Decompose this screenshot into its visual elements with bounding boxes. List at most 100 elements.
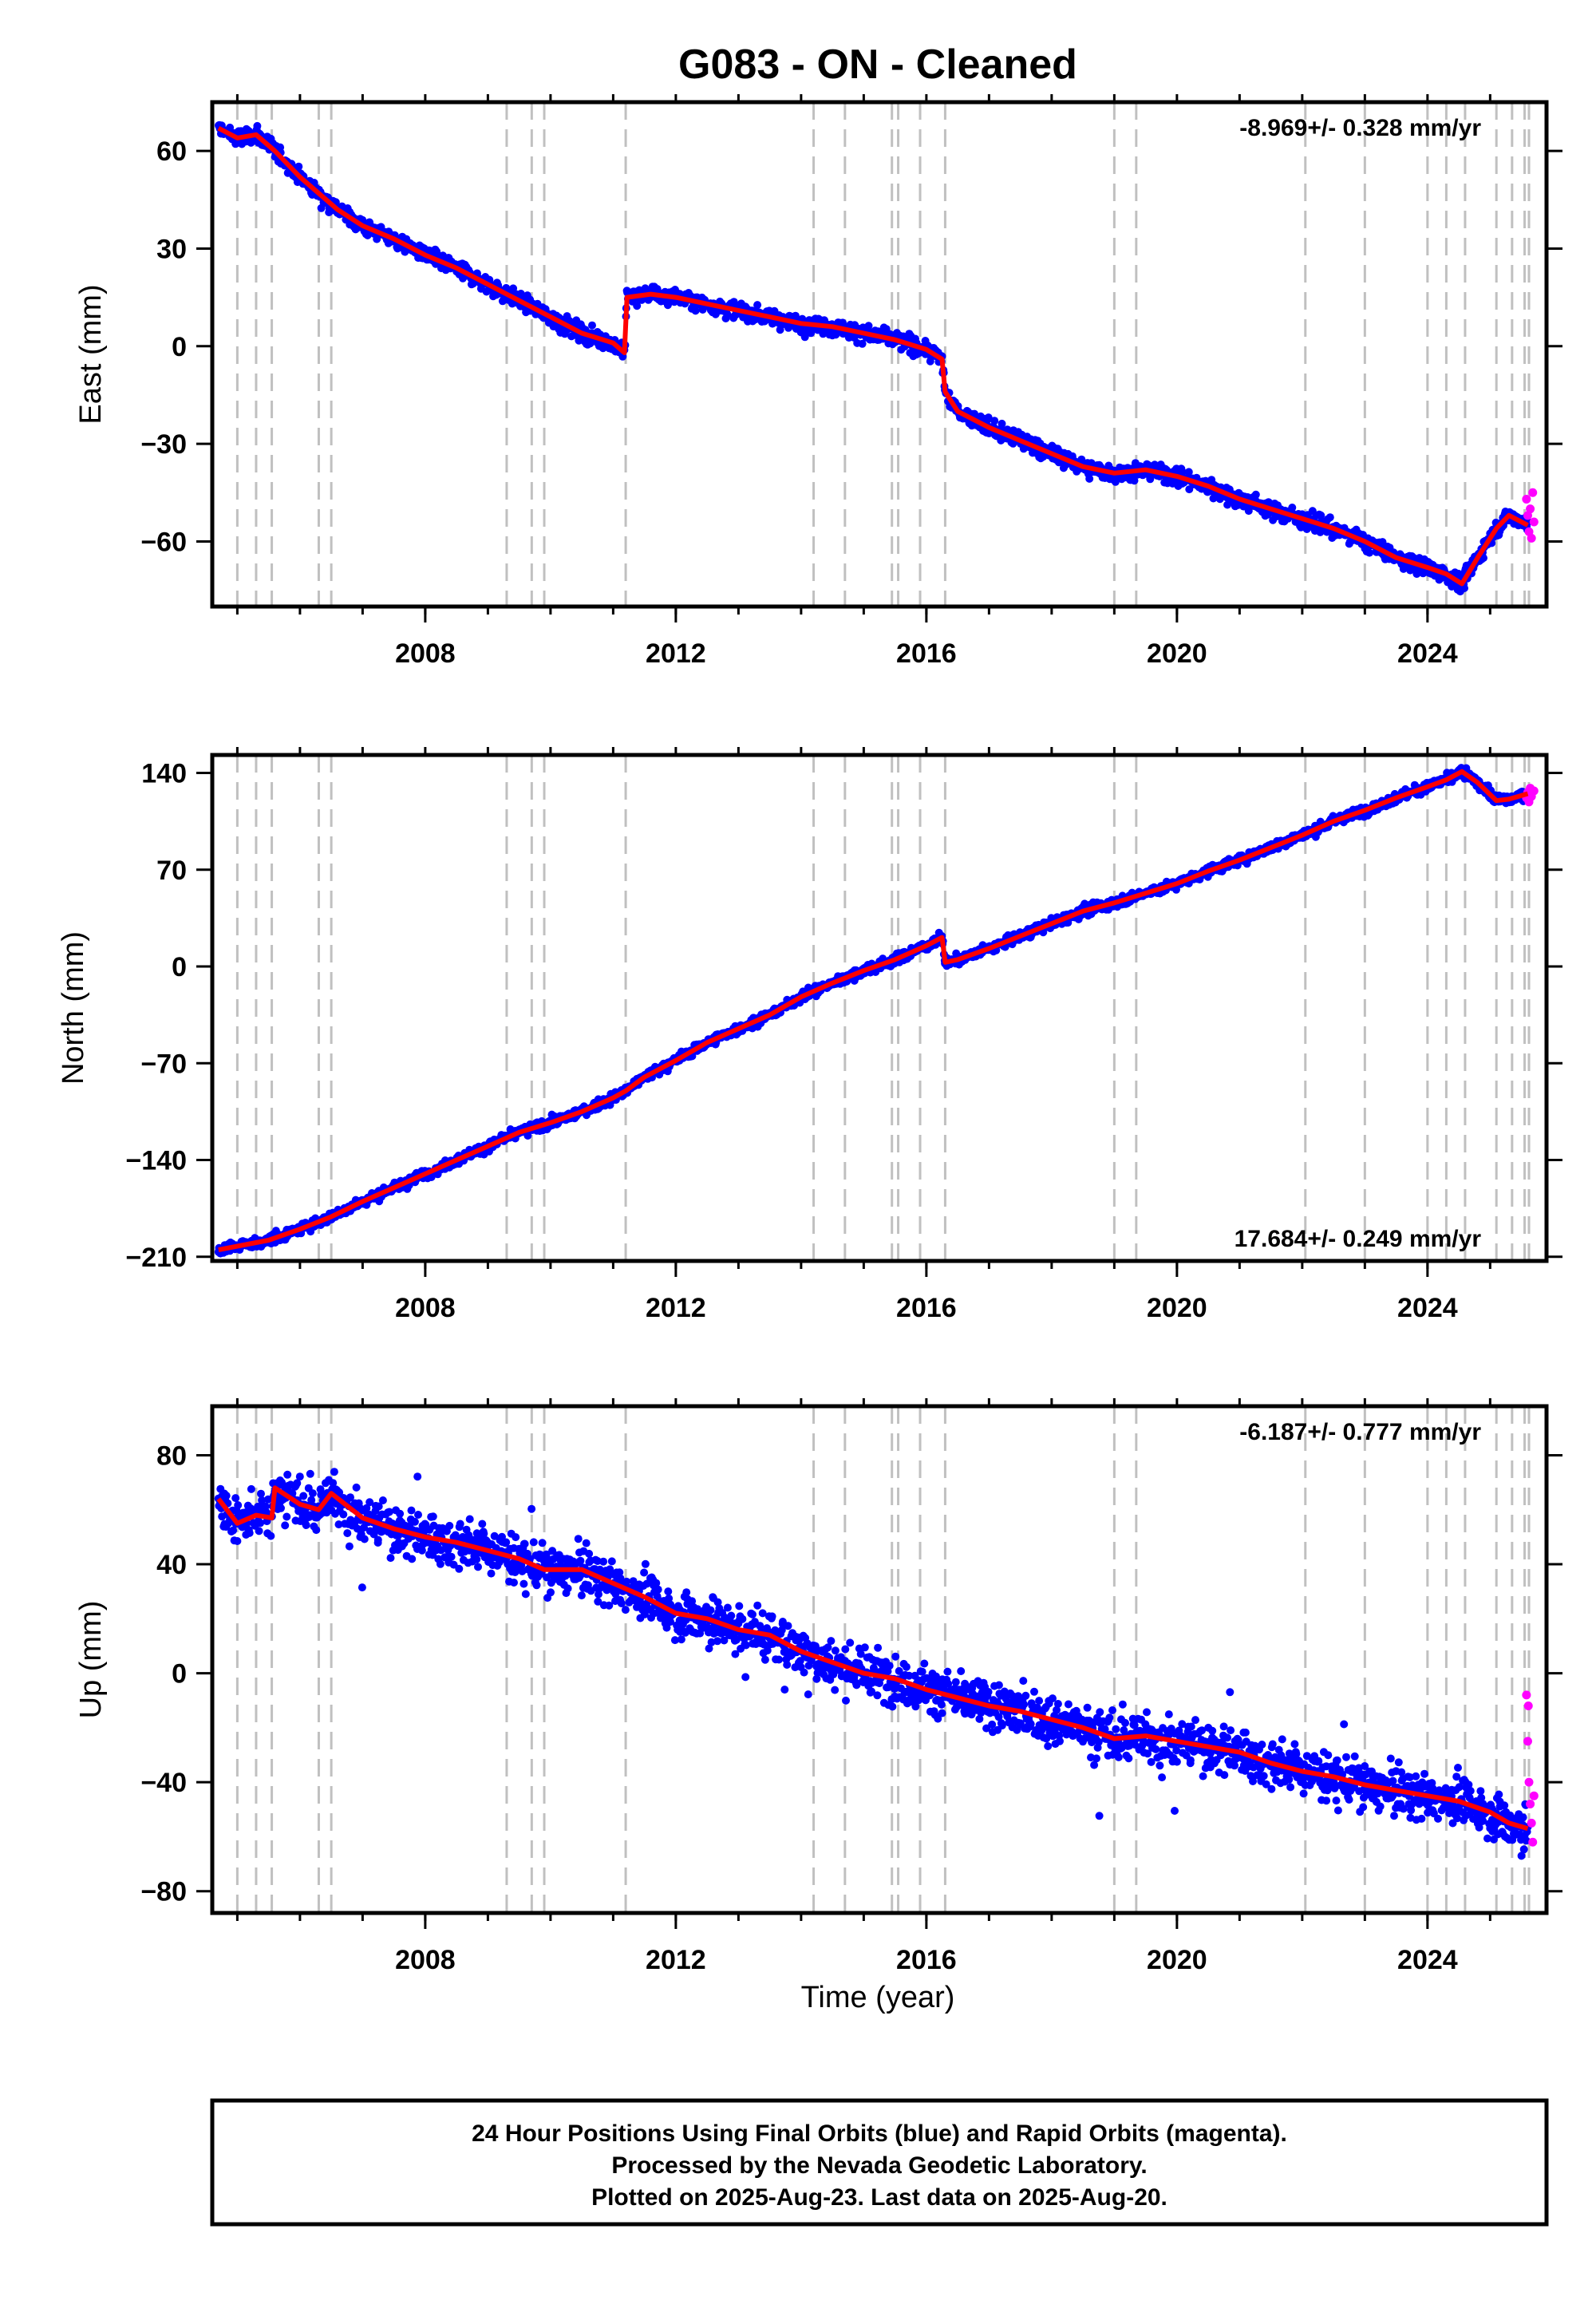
rapid-orbit-points [1522, 488, 1539, 543]
data-point [256, 1519, 265, 1528]
data-point [408, 1555, 417, 1563]
data-point [247, 1484, 255, 1493]
model-line [218, 769, 1529, 1253]
data-point [393, 1531, 402, 1540]
data-point [417, 1546, 426, 1555]
data-point [345, 1542, 354, 1551]
data-point [998, 419, 1006, 428]
y-tick-label: 0 [172, 952, 187, 982]
y-tick-label: 70 [156, 856, 187, 886]
final-orbit-points [214, 1468, 1532, 1860]
data-point [436, 1559, 444, 1568]
data-point [373, 1535, 382, 1544]
data-point [343, 1529, 352, 1538]
data-point [523, 1132, 532, 1140]
data-point [407, 1506, 416, 1515]
x-tick-label: 2012 [646, 638, 706, 669]
data-point [346, 1493, 354, 1502]
data-point [360, 1524, 369, 1532]
data-point [374, 1502, 383, 1511]
data-point [474, 1563, 482, 1571]
data-point [352, 1483, 361, 1492]
rapid-point [1529, 517, 1539, 527]
data-point [521, 1590, 530, 1599]
chart-title: G083 - ON - Cleaned [678, 41, 1077, 88]
data-point [385, 1508, 393, 1516]
data-point [502, 1538, 511, 1547]
x-tick-label: 2024 [1397, 638, 1458, 669]
data-point [465, 1515, 474, 1524]
rate-label: -8.969+/- 0.328 mm/yr [1239, 115, 1481, 141]
data-point [1251, 490, 1260, 499]
data-point [532, 1581, 541, 1590]
data-point [472, 1555, 481, 1563]
data-point [233, 1537, 242, 1545]
data-point [378, 1496, 387, 1504]
plot-area [214, 1406, 1539, 1913]
rapid-point [1529, 786, 1539, 796]
data-point [257, 1489, 265, 1498]
x-tick-label: 2016 [896, 1293, 957, 1323]
data-point [520, 1539, 529, 1548]
rate-label: 17.684+/- 0.249 mm/yr [1235, 1226, 1482, 1252]
data-point [1178, 468, 1187, 476]
data-point [267, 1531, 275, 1540]
data-point [633, 302, 642, 310]
data-point [365, 1498, 374, 1507]
rapid-point [1527, 533, 1536, 543]
x-tick-label: 2024 [1397, 1293, 1458, 1323]
data-point [480, 1529, 488, 1538]
data-point [231, 1494, 240, 1503]
final-orbit-points [214, 764, 1532, 1258]
data-point [330, 1468, 338, 1476]
data-point [487, 1569, 496, 1578]
data-point [339, 1510, 348, 1519]
rapid-point [1522, 494, 1531, 504]
data-point [358, 1583, 366, 1592]
data-point [253, 121, 262, 130]
data-point [588, 321, 596, 330]
data-point [413, 1472, 422, 1481]
data-point [386, 1554, 395, 1563]
data-point [258, 1496, 267, 1504]
data-point [538, 1539, 547, 1547]
rapid-point [1528, 488, 1538, 497]
data-point [691, 306, 700, 315]
data-point [222, 1492, 231, 1500]
data-point [234, 1501, 243, 1509]
data-point [410, 1517, 419, 1526]
data-point [335, 1488, 344, 1496]
data-point [281, 1521, 290, 1530]
data-point [1325, 513, 1334, 522]
x-tick-label: 2016 [896, 638, 957, 669]
data-point [1111, 477, 1120, 486]
data-point [1085, 474, 1094, 483]
data-point [478, 1520, 487, 1528]
final-orbit-points [215, 121, 1532, 596]
data-point [1317, 511, 1325, 520]
data-point [510, 1579, 518, 1587]
data-point [362, 1504, 371, 1512]
y-tick-label: −60 [140, 527, 187, 557]
data-point [753, 301, 762, 310]
data-point [563, 1584, 572, 1593]
x-tick-label: 2020 [1147, 638, 1207, 669]
data-point [293, 1479, 302, 1488]
panel-frame [210, 100, 1549, 609]
data-point [306, 1469, 314, 1478]
data-point [277, 1504, 285, 1512]
plot-area [215, 102, 1539, 607]
data-point [308, 1489, 317, 1498]
data-point [312, 1526, 321, 1535]
data-point [527, 1504, 536, 1513]
data-point [1184, 468, 1193, 476]
x-tick-label: 2008 [395, 638, 456, 669]
y-tick-label: −140 [125, 1146, 187, 1176]
data-point [1378, 538, 1387, 547]
data-point [299, 1492, 308, 1500]
data-point [858, 339, 867, 348]
data-point [334, 1520, 343, 1529]
panel-frame [210, 753, 1549, 1263]
data-point [255, 1527, 263, 1535]
